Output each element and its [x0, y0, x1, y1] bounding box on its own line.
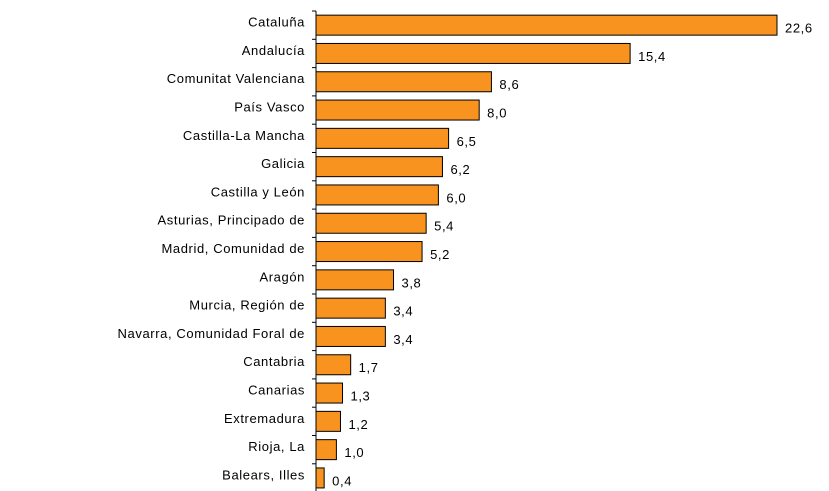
category-label: País Vasco [234, 99, 305, 114]
value-label: 22,6 [785, 21, 813, 36]
category-label: Asturias, Principado de [158, 213, 305, 228]
value-label: 6,0 [446, 190, 466, 205]
category-label: Balears, Illes [222, 467, 305, 482]
value-label: 1,7 [359, 360, 379, 375]
bar [315, 269, 395, 291]
value-label: 5,4 [434, 219, 454, 234]
bar [315, 156, 443, 178]
category-label: Comunitat Valenciana [167, 71, 305, 86]
category-label: Andalucía [242, 43, 305, 58]
bar [315, 14, 778, 36]
bar [315, 382, 344, 404]
category-label: Cataluña [248, 15, 305, 30]
value-label: 3,8 [402, 275, 422, 290]
value-label: 1,0 [344, 445, 364, 460]
category-label: Extremadura [224, 411, 305, 426]
value-label: 15,4 [638, 49, 666, 64]
bar [315, 212, 427, 234]
bar [315, 241, 423, 263]
category-label: Galicia [261, 156, 305, 171]
bar [315, 71, 492, 93]
bar [315, 99, 480, 121]
bar [315, 127, 450, 149]
value-label: 3,4 [393, 304, 413, 319]
bar [315, 297, 386, 319]
value-label: 1,2 [348, 417, 368, 432]
category-label: Cantabria [243, 354, 305, 369]
category-label: Rioja, La [248, 439, 305, 454]
bar [315, 325, 386, 347]
category-label: Aragón [259, 269, 305, 284]
bar [315, 467, 325, 489]
value-label: 5,2 [430, 247, 450, 262]
category-label: Castilla-La Mancha [183, 128, 305, 143]
category-label: Castilla y León [211, 184, 305, 199]
category-label: Madrid, Comunidad de [161, 241, 305, 256]
value-label: 8,0 [487, 105, 507, 120]
category-label: Canarias [248, 382, 305, 397]
bar [315, 410, 341, 432]
bar [315, 439, 337, 461]
value-label: 1,3 [351, 388, 371, 403]
value-label: 3,4 [393, 332, 413, 347]
category-label: Murcia, Región de [189, 298, 305, 313]
category-label: Navarra, Comunidad Foral de [118, 326, 305, 341]
bar [315, 184, 439, 206]
value-label: 6,5 [457, 134, 477, 149]
value-label: 6,2 [450, 162, 470, 177]
bar [315, 42, 631, 64]
bar [315, 354, 352, 376]
value-label: 0,4 [332, 473, 352, 488]
value-label: 8,6 [499, 77, 519, 92]
